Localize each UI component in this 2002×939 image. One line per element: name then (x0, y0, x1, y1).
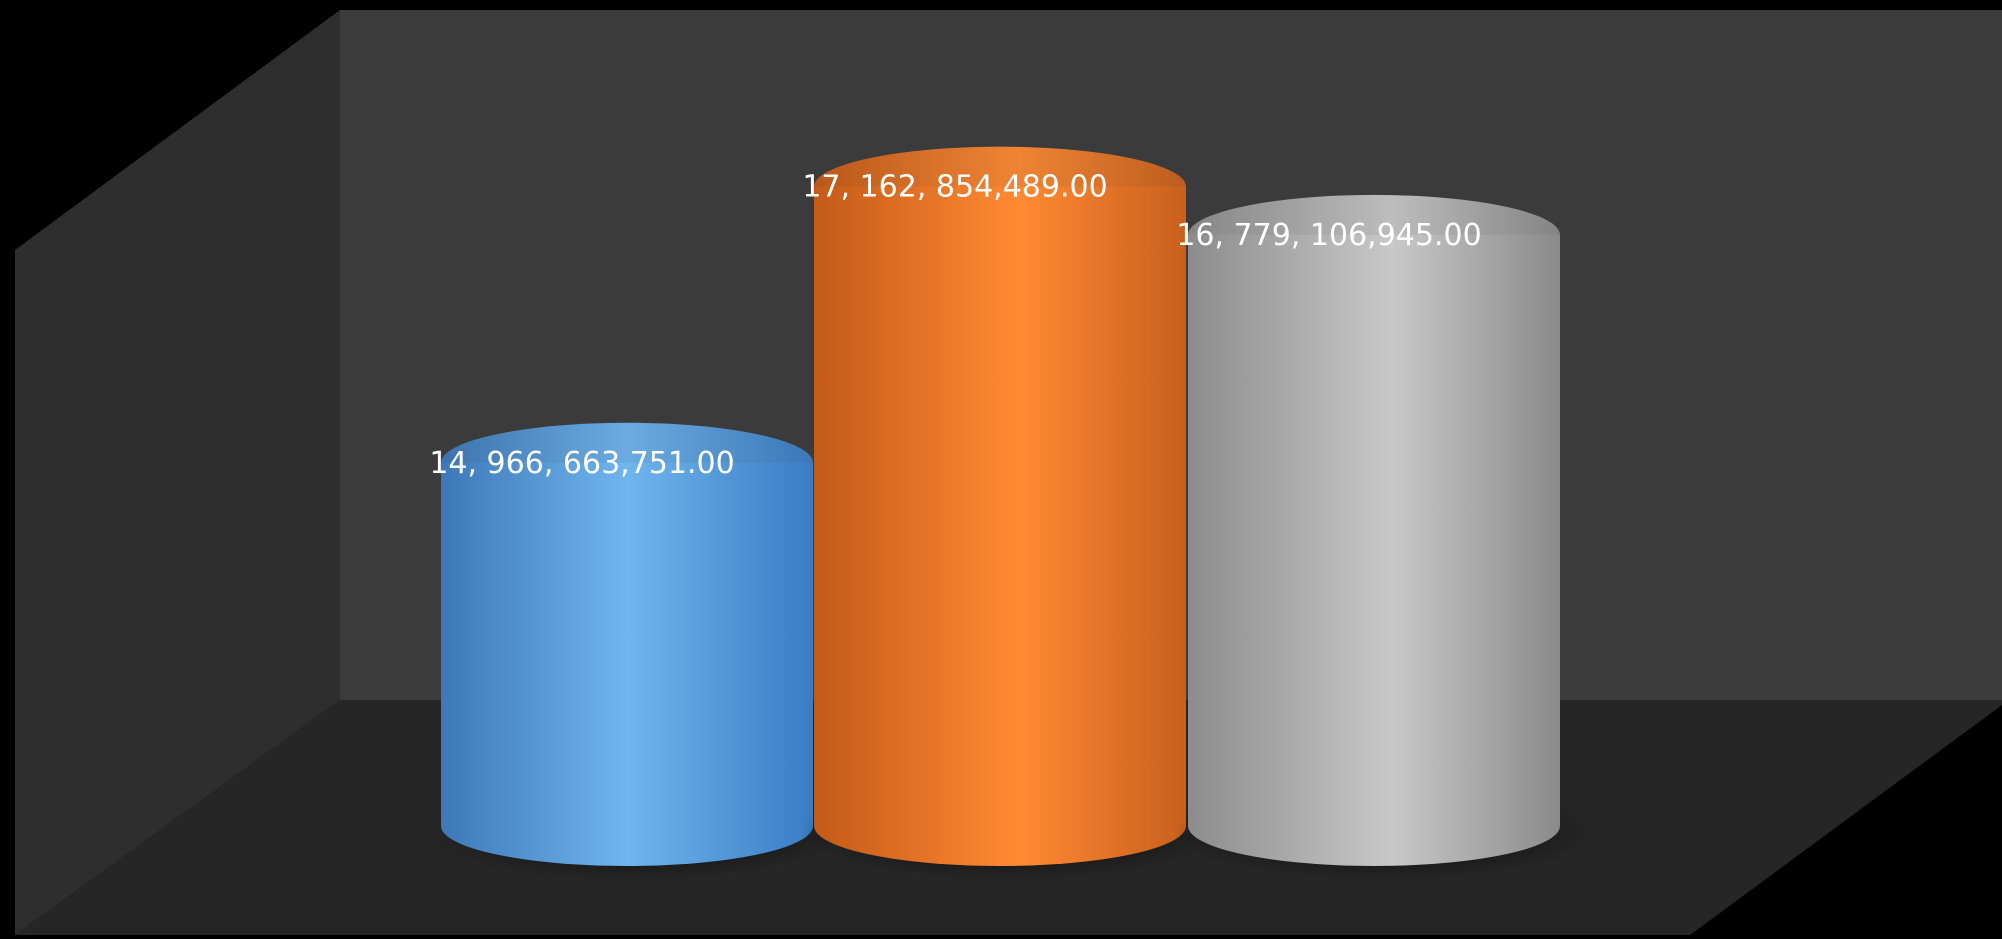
bars-layer (426, 146, 1595, 880)
bar-top (1188, 194, 1560, 275)
bar-body (814, 186, 1186, 866)
floor-right-cut (1690, 705, 2002, 939)
data-label: 14, 966, 663,751.00 (429, 446, 734, 481)
bar-top (814, 146, 1186, 227)
bar-body (441, 462, 813, 866)
bar-body (1188, 234, 1560, 866)
side-wall (15, 10, 340, 935)
data-label: 17, 162, 854,489.00 (802, 170, 1107, 205)
labels-layer: 14, 966, 663,751.00 17, 162, 854,489.00 16… (429, 170, 1481, 481)
data-label: 16, 779, 106,945.00 (1176, 218, 1481, 253)
bar-top (441, 422, 813, 503)
